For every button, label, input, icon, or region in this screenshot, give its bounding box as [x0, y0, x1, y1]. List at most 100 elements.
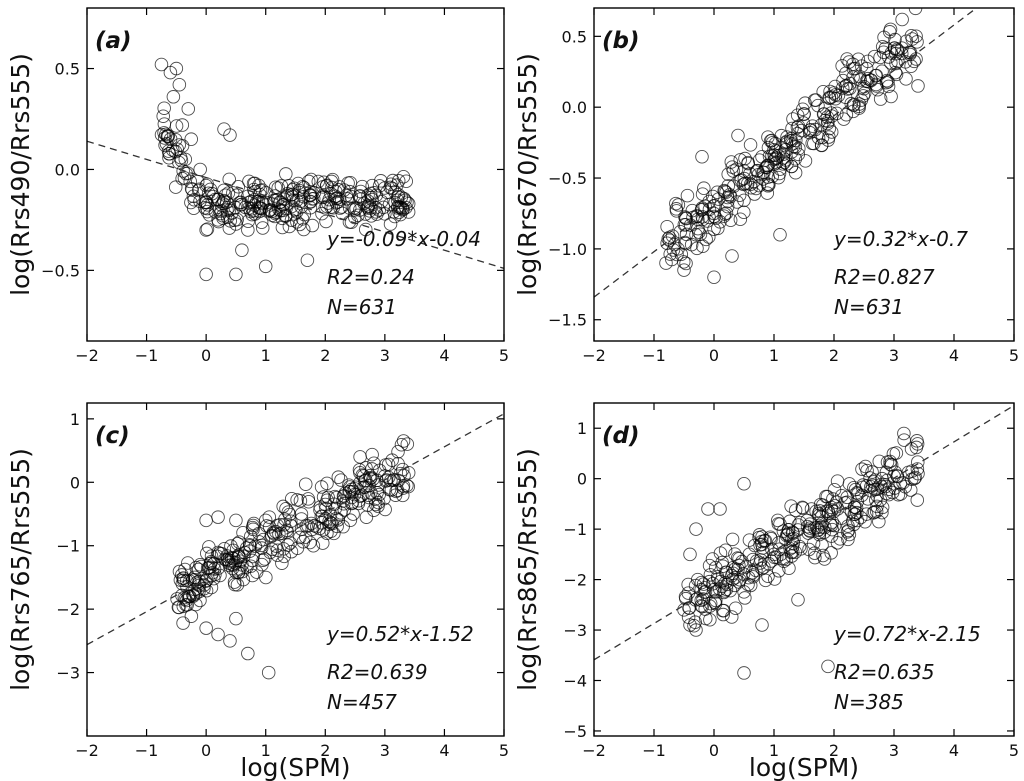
data-point: [825, 109, 839, 123]
data-point: [783, 514, 797, 529]
data-point: [229, 513, 243, 528]
data-point: [895, 46, 909, 61]
data-point: [680, 188, 695, 203]
data-point: [229, 267, 243, 282]
data-point: [229, 611, 243, 626]
data-point: [243, 529, 258, 544]
data-point: [785, 540, 800, 554]
data-point: [841, 532, 855, 547]
data-point: [324, 174, 339, 189]
data-point: [665, 252, 679, 267]
fit-equation: y=0.32*x-0.7: [833, 227, 968, 251]
data-point: [252, 178, 266, 193]
data-point: [875, 505, 889, 520]
data-point: [856, 478, 870, 492]
data-point: [694, 598, 708, 613]
data-point: [844, 96, 858, 111]
x-tick-label: 3: [889, 346, 899, 365]
data-point: [248, 539, 263, 554]
data-point: [272, 527, 286, 541]
data-point: [694, 582, 708, 597]
data-point: [737, 666, 751, 680]
r2-value: R2=0.827: [834, 265, 935, 289]
data-point: [828, 91, 843, 106]
data-point: [870, 489, 884, 503]
data-point: [318, 512, 333, 526]
data-point: [847, 481, 861, 495]
data-point: [791, 147, 806, 162]
data-point: [858, 514, 872, 529]
data-point: [204, 549, 219, 563]
data-point: [367, 456, 381, 471]
data-point: [770, 151, 784, 165]
data-point: [348, 210, 362, 225]
data-point: [200, 222, 215, 236]
data-point: [908, 470, 923, 485]
data-point: [189, 597, 203, 612]
data-point: [391, 189, 405, 204]
data-point: [841, 519, 855, 533]
data-point: [737, 193, 751, 208]
data-point: [241, 646, 255, 661]
data-point: [213, 568, 227, 583]
y-tick-label: 0.0: [562, 98, 587, 117]
data-point: [181, 102, 196, 116]
data-point: [678, 590, 693, 604]
data-point: [699, 611, 713, 626]
data-point: [738, 151, 752, 166]
data-point: [316, 523, 331, 537]
x-tick-label: 2: [829, 741, 839, 760]
data-point: [313, 500, 328, 514]
scatter-points: [677, 426, 925, 680]
data-point: [755, 530, 769, 544]
data-point: [391, 473, 406, 488]
data-point: [222, 172, 236, 187]
data-point: [216, 211, 230, 225]
data-point: [715, 579, 729, 594]
data-point: [157, 101, 171, 115]
y-tick-label: −0.5: [548, 169, 587, 188]
data-point: [717, 207, 732, 221]
data-point: [899, 72, 913, 86]
data-point: [795, 500, 810, 515]
data-point: [812, 525, 826, 540]
data-point: [212, 546, 227, 561]
data-point: [223, 214, 237, 228]
data-point: [305, 192, 319, 206]
data-point: [820, 116, 835, 131]
data-point: [300, 253, 315, 268]
data-point: [321, 490, 335, 505]
data-point: [848, 500, 862, 515]
data-point: [259, 570, 273, 585]
data-point: [223, 128, 237, 142]
data-point: [753, 538, 767, 552]
sample-count: N=457: [327, 690, 397, 714]
data-point: [262, 510, 277, 524]
data-point: [830, 536, 845, 550]
data-point: [391, 444, 405, 459]
data-point: [211, 627, 225, 642]
data-point: [343, 480, 357, 494]
data-point: [767, 572, 782, 586]
data-point: [351, 208, 365, 223]
data-point: [284, 514, 298, 529]
data-point: [805, 119, 820, 133]
data-point: [230, 212, 244, 227]
data-point: [699, 232, 713, 247]
y-tick-label: −1.0: [548, 240, 587, 259]
data-point: [695, 150, 709, 164]
data-point: [378, 502, 392, 517]
data-point: [199, 573, 214, 587]
y-tick-label: 1: [70, 410, 80, 429]
data-point: [208, 205, 223, 219]
data-point: [241, 223, 255, 237]
data-point: [284, 544, 299, 559]
data-point: [261, 665, 276, 680]
data-point: [786, 112, 800, 126]
data-point: [883, 22, 898, 37]
data-point: [807, 521, 822, 535]
data-point: [701, 502, 715, 516]
data-point: [884, 56, 898, 70]
data-point: [162, 146, 177, 161]
data-point: [263, 203, 277, 217]
